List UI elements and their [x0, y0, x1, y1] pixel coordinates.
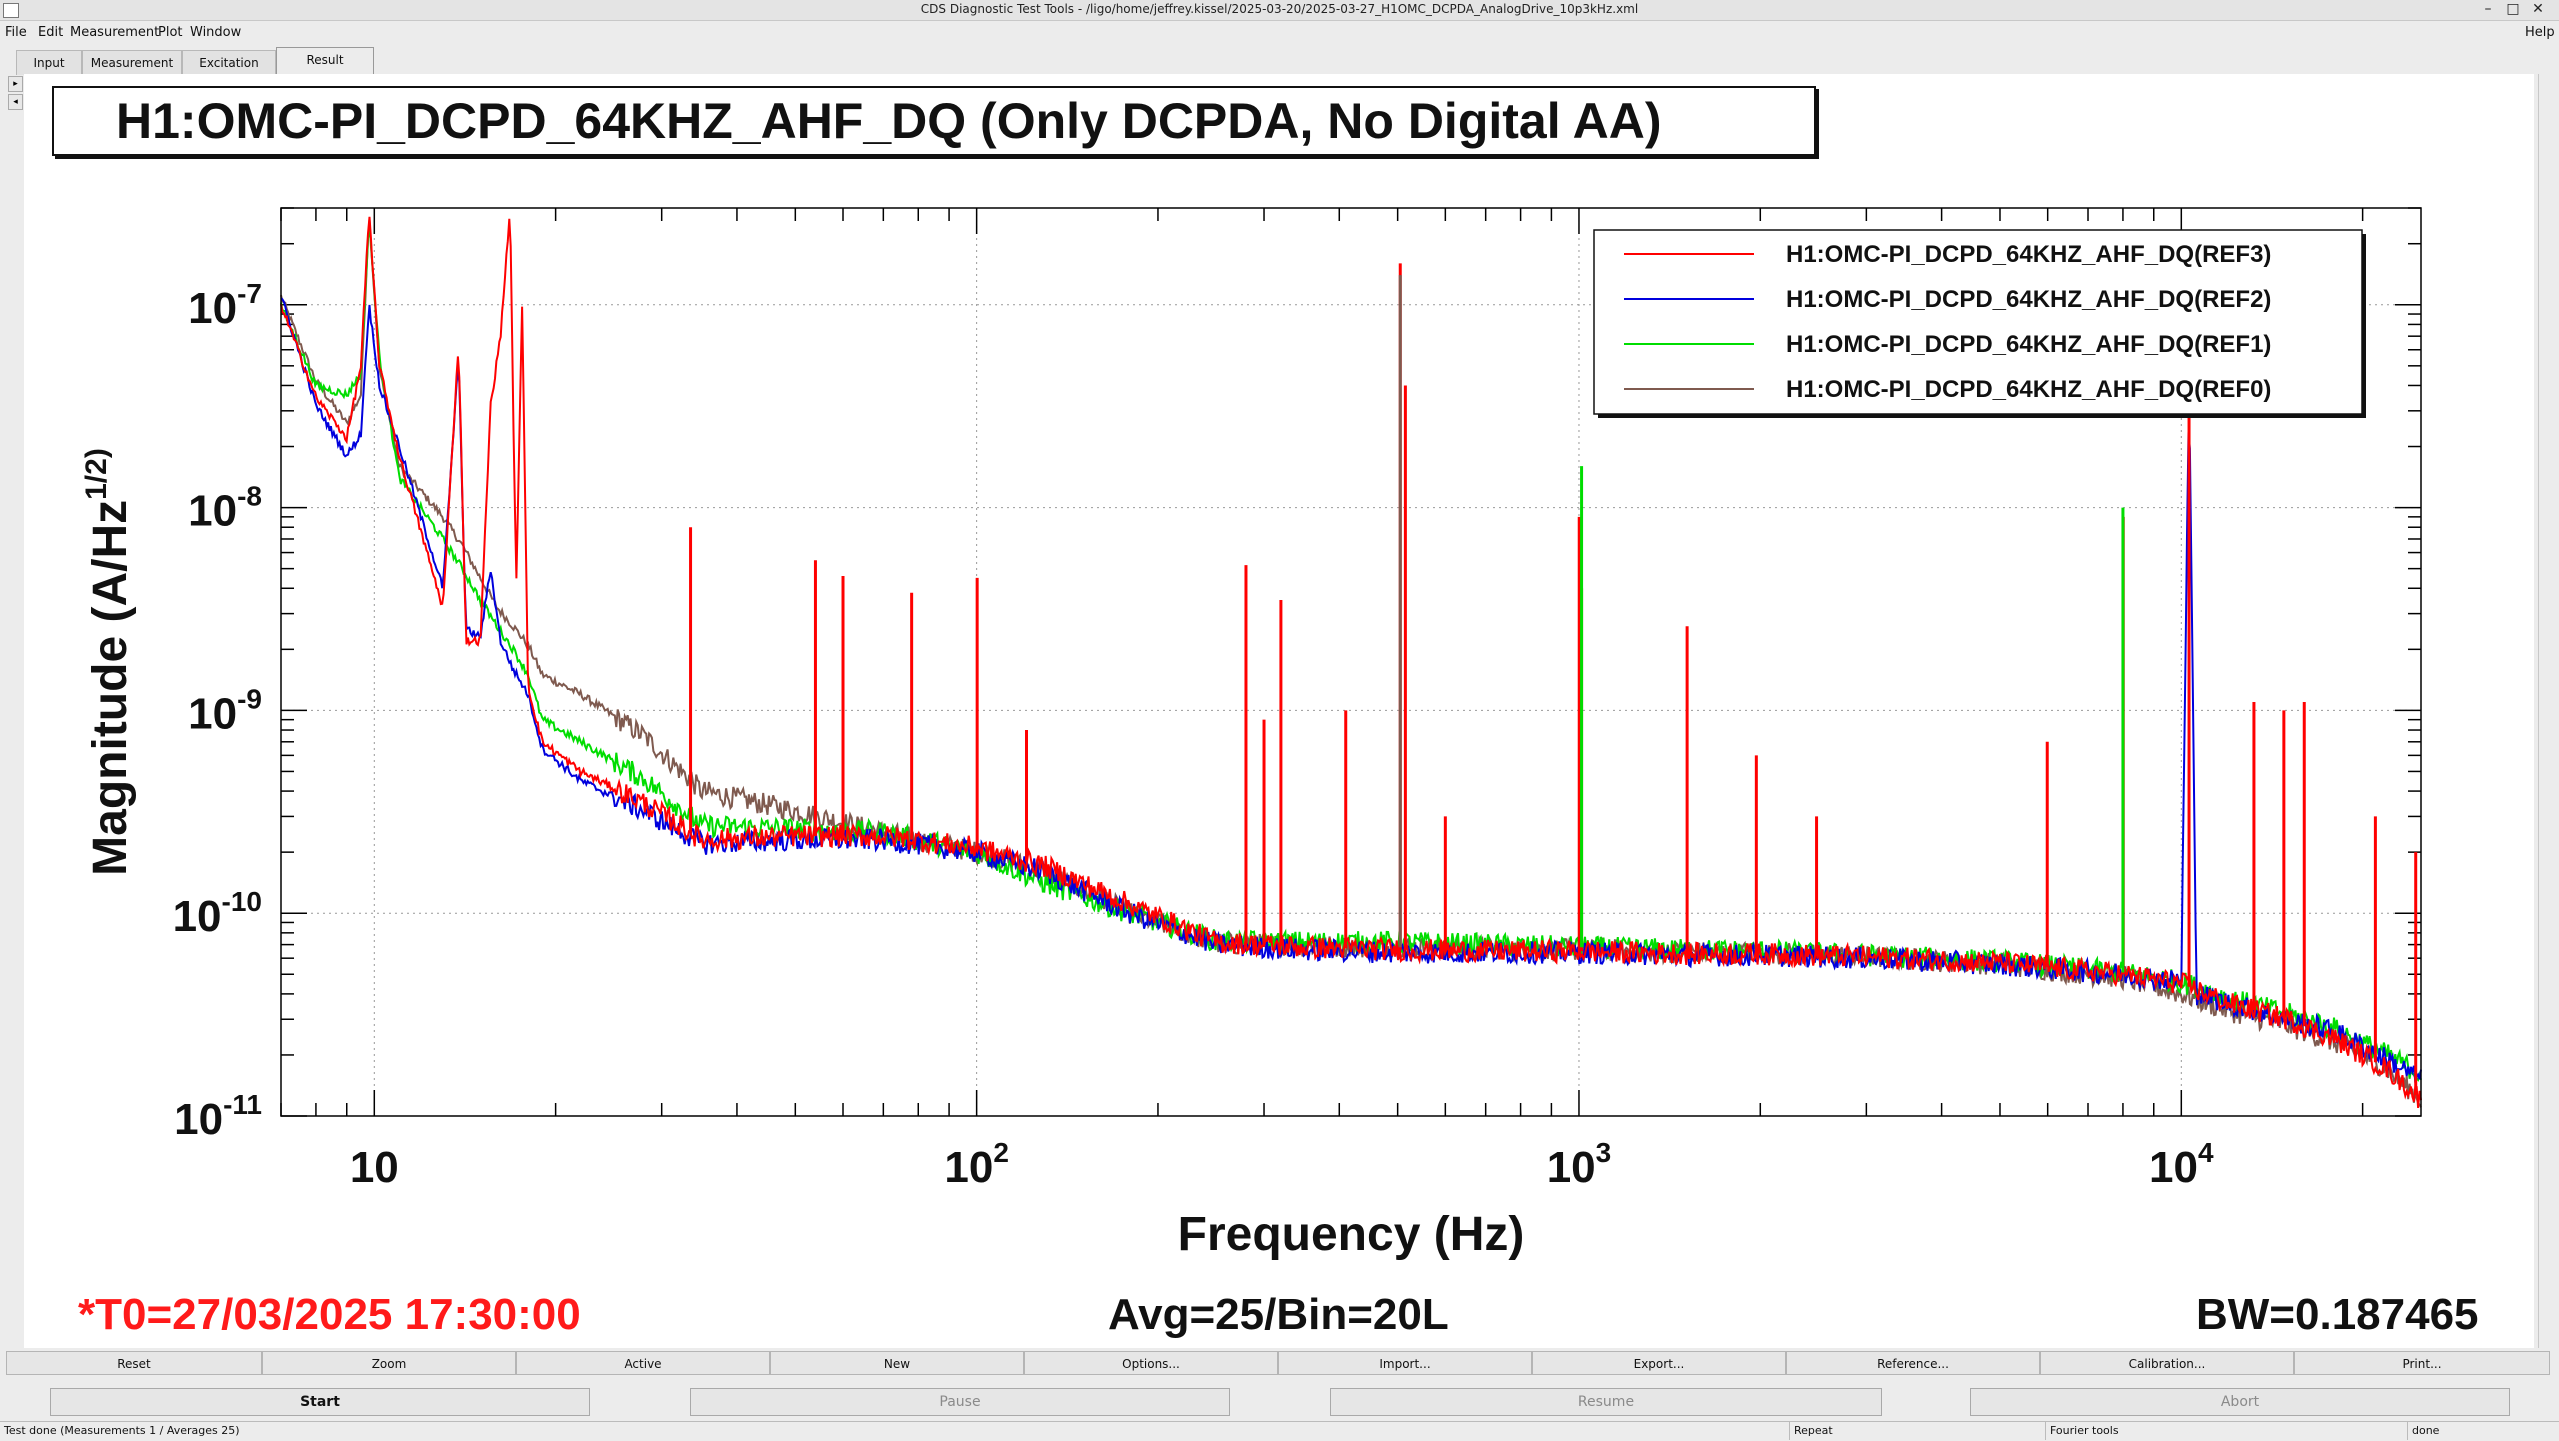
- status-bar: Test done (Measurements 1 / Averages 25)…: [0, 1421, 2559, 1441]
- print-button[interactable]: Print...: [2294, 1351, 2550, 1375]
- y-tick-label: 10-8: [188, 481, 262, 536]
- menu-window[interactable]: Window: [190, 25, 242, 40]
- right-scroll-strip[interactable]: [2538, 74, 2553, 1348]
- close-icon[interactable]: ✕: [2532, 1, 2544, 17]
- x-tick-label: 102: [944, 1137, 1009, 1192]
- tab-result[interactable]: Result: [276, 47, 374, 75]
- reference-button[interactable]: Reference...: [1786, 1351, 2040, 1375]
- abort-button[interactable]: Abort: [1970, 1388, 2510, 1416]
- avg-bin-label: Avg=25/Bin=20L: [1108, 1290, 1449, 1339]
- y-tick-label: 10-11: [174, 1089, 262, 1144]
- x-tick-label: 10: [350, 1143, 399, 1192]
- start-button[interactable]: Start: [50, 1388, 590, 1416]
- status-state: done: [2412, 1424, 2440, 1437]
- menu-plot[interactable]: Plot: [158, 25, 183, 40]
- y-tick-label: 10-10: [173, 886, 262, 941]
- menu-edit[interactable]: Edit: [38, 25, 64, 40]
- left-pad-strip: ▸ ◂: [8, 74, 23, 1348]
- status-tool: Fourier tools: [2046, 1422, 2408, 1440]
- x-tick-label: 104: [2149, 1137, 2214, 1192]
- t0-label: *T0=27/03/2025 17:30:00: [78, 1290, 581, 1339]
- options-button[interactable]: Options...: [1024, 1351, 1278, 1375]
- x-axis-label: Frequency (Hz): [1178, 1208, 1525, 1261]
- series-line: [280, 216, 2422, 1108]
- zoom-button[interactable]: Zoom: [262, 1351, 516, 1375]
- window-title: CDS Diagnostic Test Tools - /ligo/home/j…: [920, 2, 1639, 16]
- status-message: Test done (Measurements 1 / Averages 25): [0, 1422, 1790, 1440]
- plot-title: H1:OMC-PI_DCPD_64KHZ_AHF_DQ (Only DCPDA,…: [52, 86, 1816, 156]
- x-tick-label: 103: [1547, 1137, 1612, 1192]
- chart-series: [280, 216, 2422, 1108]
- chart-ticks: [280, 207, 2421, 1117]
- tab-measurement[interactable]: Measurement: [82, 50, 182, 75]
- plot-toolbar: Reset Zoom Active New Options... Import.…: [0, 1351, 2559, 1377]
- legend-label: H1:OMC-PI_DCPD_64KHZ_AHF_DQ(REF2): [1786, 286, 2271, 313]
- menu-file[interactable]: File: [5, 25, 27, 40]
- chart-legend: H1:OMC-PI_DCPD_64KHZ_AHF_DQ(REF3) H1:OMC-…: [1593, 229, 2366, 418]
- collapse-arrow-icon[interactable]: ◂: [8, 94, 23, 110]
- legend-box: [1593, 229, 2363, 415]
- y-axis-label: Magnitude (A/Hz1/2): [80, 448, 137, 876]
- active-button[interactable]: Active: [516, 1351, 770, 1375]
- legend-label: H1:OMC-PI_DCPD_64KHZ_AHF_DQ(REF1): [1786, 331, 2271, 358]
- plot-frame: [280, 207, 2422, 1117]
- pause-button[interactable]: Pause: [690, 1388, 1230, 1416]
- bandwidth-label: BW=0.187465: [2196, 1290, 2479, 1339]
- tab-excitation[interactable]: Excitation: [182, 50, 276, 75]
- resume-button[interactable]: Resume: [1330, 1388, 1882, 1416]
- window-title-bar: CDS Diagnostic Test Tools - /ligo/home/j…: [0, 0, 2559, 21]
- chart-tick-labels: 10 102 103 104 10-7 10-8 10-9 10-10 10-11: [173, 278, 2214, 1192]
- maximize-icon[interactable]: □: [2506, 1, 2520, 17]
- export-button[interactable]: Export...: [1532, 1351, 1786, 1375]
- calibration-button[interactable]: Calibration...: [2040, 1351, 2294, 1375]
- expand-arrow-icon[interactable]: ▸: [8, 76, 23, 92]
- y-tick-label: 10-9: [188, 683, 262, 738]
- minimize-icon[interactable]: –: [2484, 1, 2492, 17]
- menu-bar: File Edit Measurement Plot Window Help: [0, 21, 2559, 43]
- app-icon: [3, 3, 19, 18]
- measurement-controls: Start Pause Resume Abort: [0, 1388, 2559, 1418]
- reset-button[interactable]: Reset: [6, 1351, 262, 1375]
- series-line: [280, 227, 2422, 1082]
- import-button[interactable]: Import...: [1278, 1351, 1532, 1375]
- y-tick-label: 10-7: [188, 278, 262, 333]
- menu-measurement[interactable]: Measurement: [70, 25, 160, 40]
- status-repeat: Repeat: [1790, 1422, 2046, 1440]
- menu-help[interactable]: Help: [2525, 25, 2555, 40]
- legend-label: H1:OMC-PI_DCPD_64KHZ_AHF_DQ(REF0): [1786, 376, 2271, 403]
- new-button[interactable]: New: [770, 1351, 1024, 1375]
- tab-input[interactable]: Input: [16, 50, 82, 75]
- legend-label: H1:OMC-PI_DCPD_64KHZ_AHF_DQ(REF3): [1786, 241, 2271, 268]
